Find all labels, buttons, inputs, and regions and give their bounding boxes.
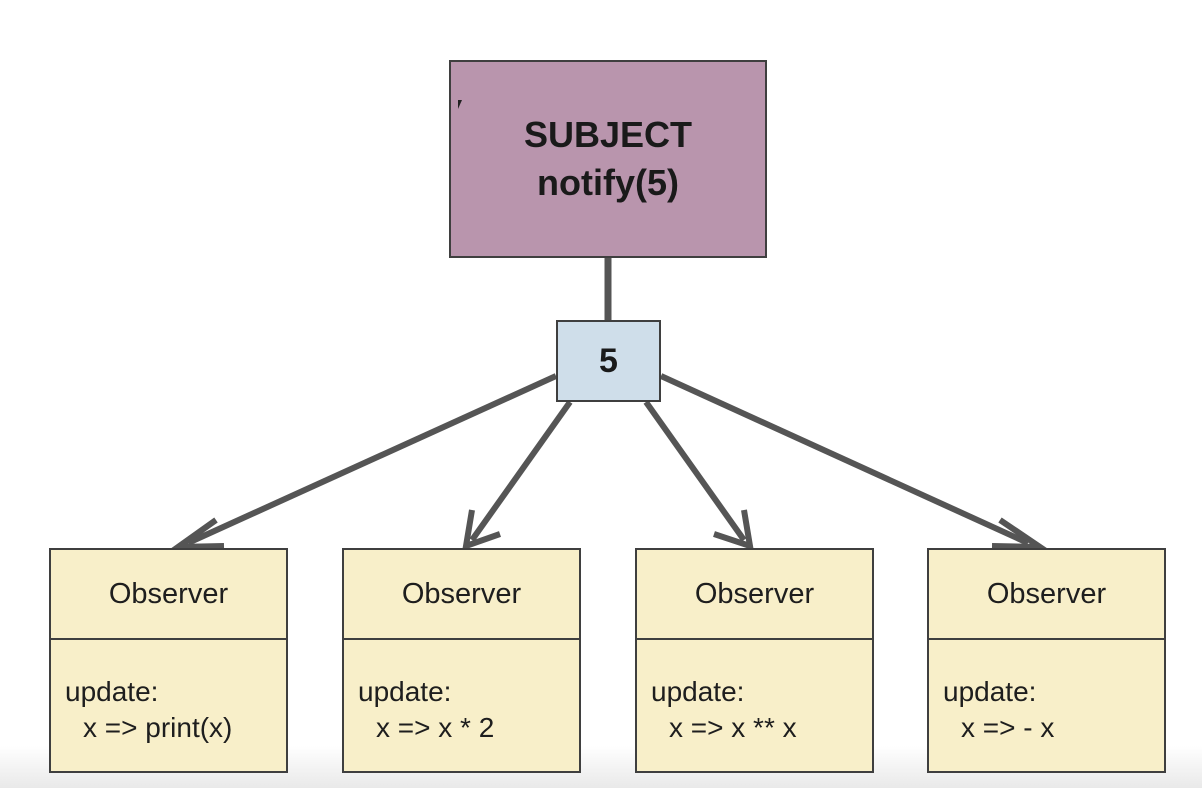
- arrow-line-3: [643, 400, 747, 542]
- observer-body: update: x => print(x): [51, 640, 286, 746]
- subject-box: SUBJECT notify(5): [449, 60, 767, 258]
- observer-box-3: Observer update: x => x ** x: [635, 548, 874, 773]
- observer-box-4: Observer update: x => - x: [927, 548, 1166, 773]
- observer-box-2: Observer update: x => x * 2: [342, 548, 581, 773]
- observer-update-label: update:: [651, 676, 745, 707]
- observer-box-1: Observer update: x => print(x): [49, 548, 288, 773]
- observer-body: update: x => x ** x: [637, 640, 872, 746]
- observer-update-label: update:: [358, 676, 452, 707]
- observer-title: Observer: [929, 550, 1164, 640]
- observer-update-fn: x => - x: [961, 712, 1055, 743]
- value-box: 5: [556, 320, 661, 402]
- value-label: 5: [599, 341, 618, 380]
- arrow-line-4: [659, 373, 1030, 546]
- arrowhead-4: [991, 517, 1051, 551]
- observer-update-label: update:: [65, 676, 159, 707]
- observer-update-label: update:: [943, 676, 1037, 707]
- observer-update-fn: x => x ** x: [669, 712, 797, 743]
- observer-update-fn: x => print(x): [83, 712, 233, 743]
- subject-title: SUBJECT: [523, 114, 693, 155]
- observer-title: Observer: [344, 550, 579, 640]
- observer-body: update: x => x * 2: [344, 640, 579, 746]
- observer-update-fn: x => x * 2: [376, 712, 495, 743]
- observer-title: Observer: [637, 550, 872, 640]
- arrowhead-1: [168, 517, 225, 551]
- arrow-line-2: [469, 400, 573, 542]
- observer-body: update: x => - x: [929, 640, 1164, 746]
- arrowhead-2: [462, 509, 501, 551]
- arrow-line-1: [186, 373, 558, 546]
- subject-call: notify(5): [537, 162, 679, 203]
- observer-title: Observer: [51, 550, 286, 640]
- mouse-cursor-icon: [458, 100, 462, 109]
- arrowhead-3: [713, 509, 754, 551]
